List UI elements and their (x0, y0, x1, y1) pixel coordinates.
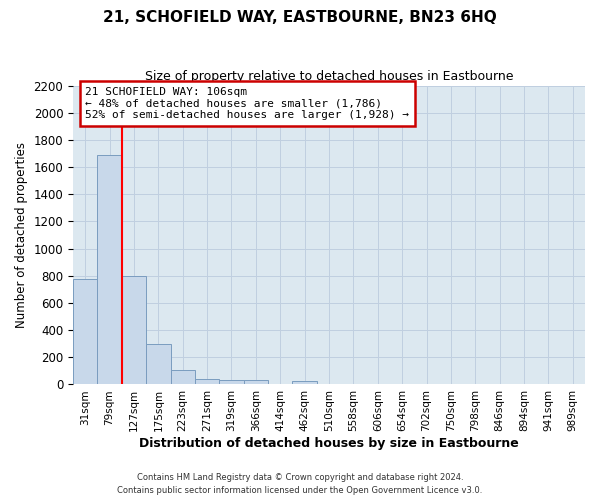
Bar (73, 279, 97, 384)
Bar (146, 344, 170, 385)
Bar (122, 276, 146, 384)
Bar (220, 380, 244, 384)
Text: 21 SCHOFIELD WAY: 106sqm
← 48% of detached houses are smaller (1,786)
52% of sem: 21 SCHOFIELD WAY: 106sqm ← 48% of detach… (85, 87, 409, 120)
Bar (170, 370, 195, 384)
Text: Contains HM Land Registry data © Crown copyright and database right 2024.
Contai: Contains HM Land Registry data © Crown c… (118, 474, 482, 495)
Bar (244, 380, 268, 384)
Bar (292, 381, 317, 384)
Title: Size of property relative to detached houses in Eastbourne: Size of property relative to detached ho… (145, 70, 513, 83)
Bar (195, 380, 220, 384)
Text: 21, SCHOFIELD WAY, EASTBOURNE, BN23 6HQ: 21, SCHOFIELD WAY, EASTBOURNE, BN23 6HQ (103, 10, 497, 25)
Y-axis label: Number of detached properties: Number of detached properties (15, 142, 28, 328)
X-axis label: Distribution of detached houses by size in Eastbourne: Distribution of detached houses by size … (139, 437, 519, 450)
Bar (97, 155, 122, 384)
